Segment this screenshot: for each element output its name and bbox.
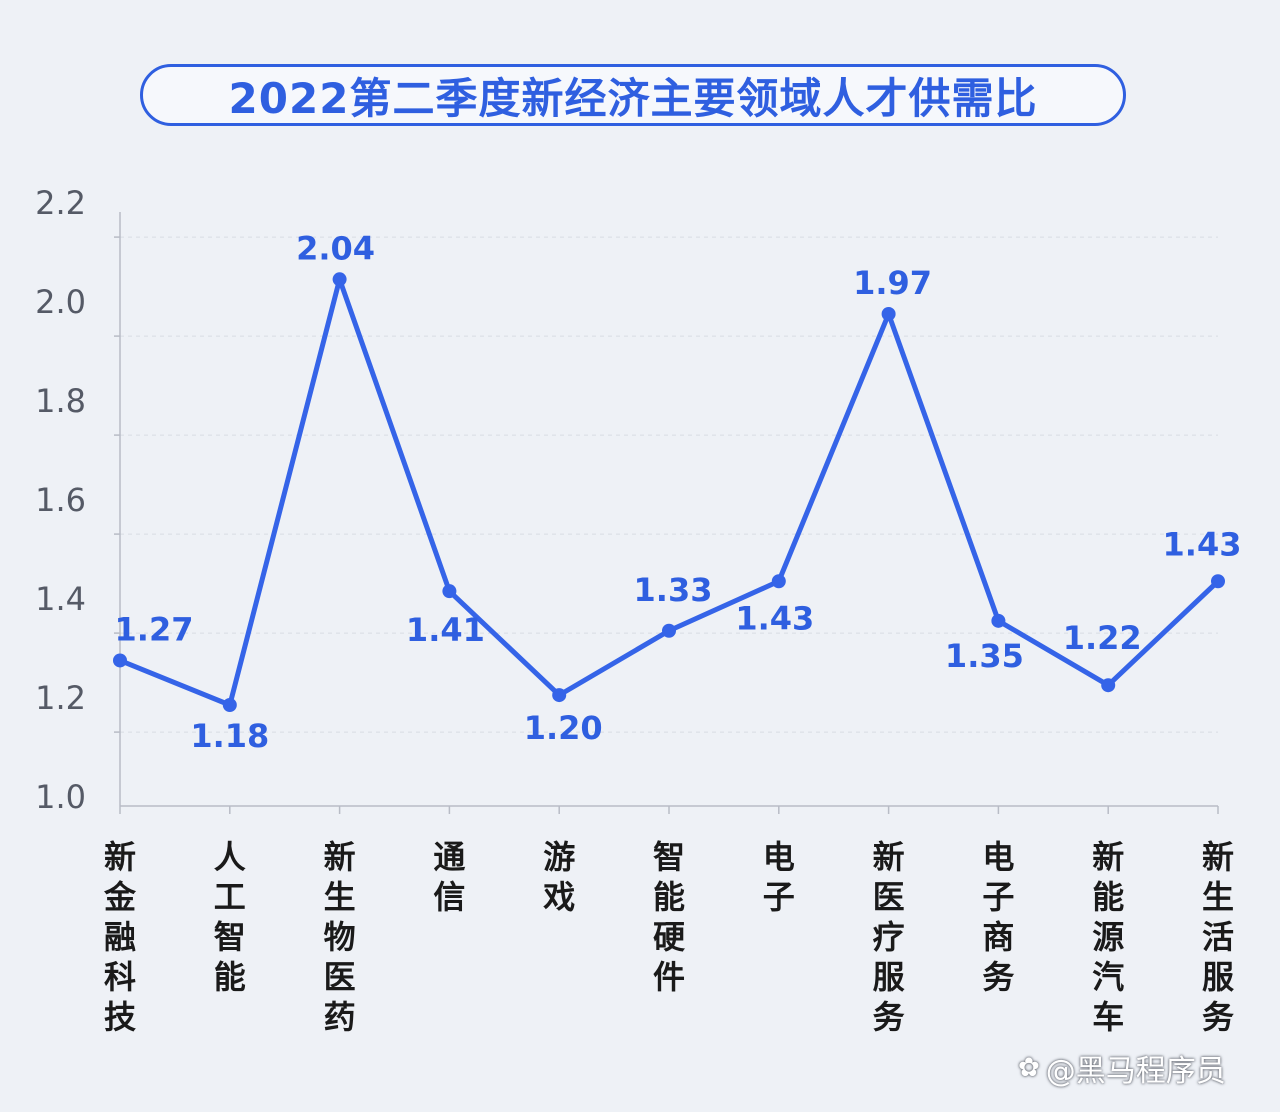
data-label: 1.18 bbox=[190, 717, 269, 755]
x-category-label: 人工智能 bbox=[214, 838, 246, 996]
x-category-label: 新生活服务 bbox=[1202, 838, 1234, 1036]
x-category-label: 新金融科技 bbox=[103, 838, 137, 1036]
y-tick-label: 1.0 bbox=[35, 778, 86, 816]
chart-title-pill: 2022第二季度新经济主要领域人才供需比 bbox=[140, 64, 1126, 126]
data-label: 1.41 bbox=[406, 611, 485, 649]
data-label: 1.22 bbox=[1063, 619, 1142, 657]
watermark: ✿ @黑马程序员 bbox=[1018, 1048, 1258, 1089]
x-category-label: 通信 bbox=[433, 838, 465, 916]
series-line bbox=[117, 276, 1221, 708]
data-point bbox=[113, 653, 127, 668]
y-tick-label: 2.0 bbox=[35, 283, 86, 321]
y-tick-label: 2.2 bbox=[35, 184, 86, 222]
data-label: 1.20 bbox=[524, 709, 603, 747]
paw-icon: ✿ bbox=[1018, 1053, 1040, 1083]
data-point bbox=[552, 688, 567, 703]
data-point bbox=[881, 306, 896, 321]
data-point bbox=[442, 584, 457, 599]
x-category-label: 新生物医药 bbox=[324, 838, 356, 1036]
watermark-text: @黑马程序员 bbox=[1045, 1054, 1226, 1089]
data-point bbox=[1101, 678, 1116, 693]
data-point bbox=[222, 698, 237, 712]
x-category-label: 电子 bbox=[763, 838, 795, 916]
x-category-label: 新能源汽车 bbox=[1092, 838, 1124, 1036]
data-label: 1.97 bbox=[853, 264, 932, 302]
data-label: 1.43 bbox=[735, 599, 814, 637]
data-label: 1.35 bbox=[945, 637, 1024, 675]
data-label: 1.43 bbox=[1163, 525, 1242, 563]
x-category-label: 智能硬件 bbox=[653, 838, 686, 996]
y-tick-label: 1.6 bbox=[35, 481, 86, 519]
y-tick-label: 1.2 bbox=[35, 679, 86, 717]
data-label: 1.33 bbox=[634, 571, 713, 609]
data-point bbox=[991, 613, 1006, 628]
chart-title: 2022第二季度新经济主要领域人才供需比 bbox=[228, 73, 1038, 123]
y-tick-label: 1.8 bbox=[35, 382, 86, 420]
data-point bbox=[1211, 574, 1225, 589]
x-category-label: 电子商务 bbox=[982, 838, 1014, 996]
y-tick-label: 1.4 bbox=[35, 580, 86, 618]
data-label: 1.27 bbox=[115, 610, 194, 648]
data-point bbox=[332, 272, 347, 287]
x-category-label: 游戏 bbox=[542, 838, 575, 916]
x-category-label: 新医疗服务 bbox=[873, 838, 905, 1036]
data-point bbox=[662, 623, 676, 638]
data-point bbox=[771, 574, 786, 589]
data-label: 2.04 bbox=[296, 229, 375, 267]
